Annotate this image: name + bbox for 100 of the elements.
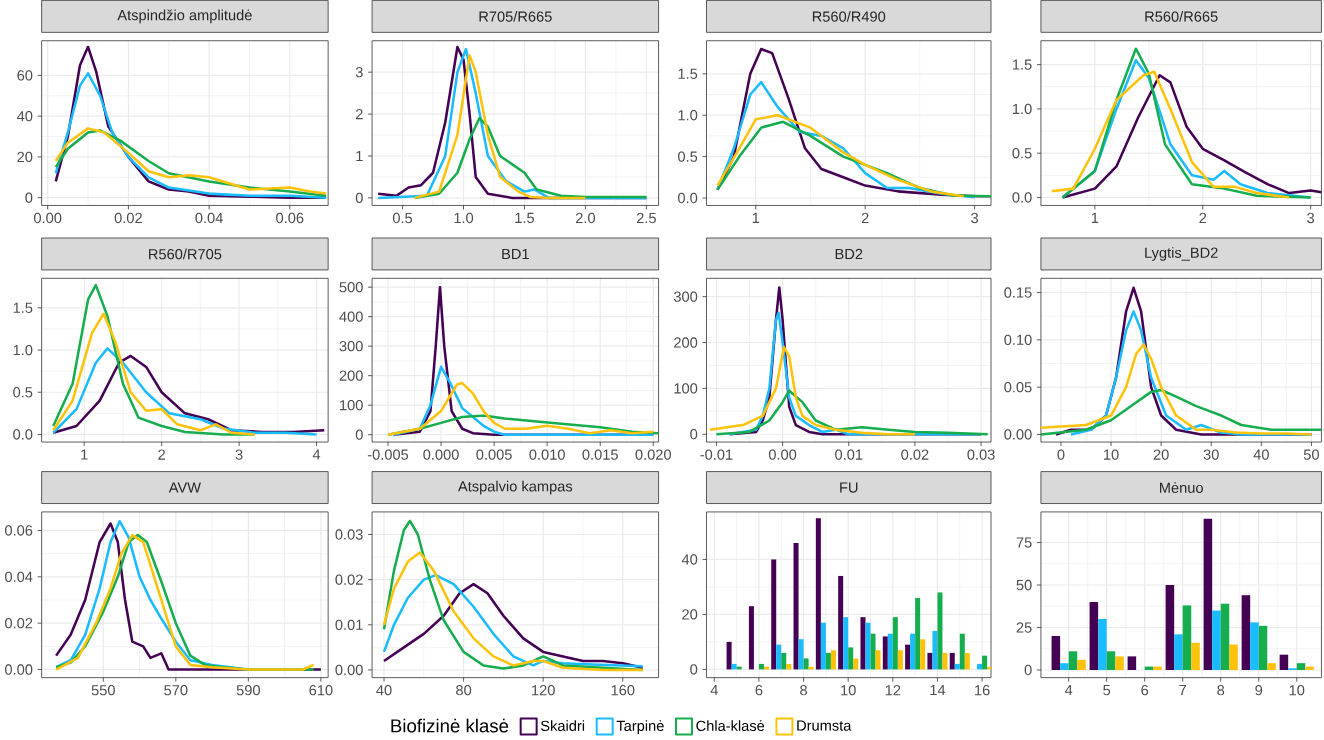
line-series xyxy=(413,54,587,200)
bar xyxy=(1051,636,1061,671)
bar xyxy=(1089,602,1099,671)
chart-title: AVW xyxy=(168,482,201,493)
y-tick-label: 1 xyxy=(356,151,363,162)
x-tick-label: 16 xyxy=(975,685,990,696)
legend-label: Skaidri xyxy=(540,720,585,732)
y-tick-label: 0.00 xyxy=(335,664,363,676)
chart-title: BD2 xyxy=(835,249,863,260)
x-tick-label: 10 xyxy=(1104,449,1119,460)
chart-title: BD1 xyxy=(502,249,529,260)
bar xyxy=(1258,625,1268,671)
x-tick-label: 12 xyxy=(885,685,901,696)
bar xyxy=(1296,663,1306,671)
y-tick-label: 40 xyxy=(16,111,33,122)
y-tick-label: 0 xyxy=(355,192,363,204)
x-tick-label: 550 xyxy=(91,685,115,696)
y-tick-label: 0.04 xyxy=(5,571,33,583)
bar xyxy=(838,576,844,670)
y-tick-label: 0.15 xyxy=(1004,287,1032,298)
line-series xyxy=(1050,70,1291,199)
line-series xyxy=(715,389,989,436)
x-tick-label: 0.06 xyxy=(276,213,304,224)
x-tick-label: 0.020 xyxy=(635,449,671,460)
y-tick-label: 20 xyxy=(17,151,33,163)
x-tick-label: 2 xyxy=(861,213,869,224)
chart-title: FU xyxy=(840,482,858,493)
x-tick-label: 1 xyxy=(81,449,88,460)
bar xyxy=(1305,666,1314,671)
y-tick-label: 2 xyxy=(355,109,363,120)
x-tick-label: 3 xyxy=(971,213,979,224)
legend-label: Drumsta xyxy=(797,720,852,731)
bar xyxy=(1212,610,1221,671)
bar xyxy=(892,617,898,670)
bar xyxy=(1174,634,1183,671)
chart-title: Mėnuo xyxy=(1160,482,1203,494)
x-tick-label: 1.0 xyxy=(454,213,474,224)
bar xyxy=(964,653,970,670)
x-tick-label: 50 xyxy=(1303,449,1319,460)
line-series xyxy=(1040,388,1322,436)
x-tick-label: 1.5 xyxy=(515,213,535,224)
y-tick-label: 0.00 xyxy=(1004,429,1032,440)
y-tick-label: 300 xyxy=(673,291,698,303)
x-tick-label: 120 xyxy=(532,685,555,696)
bar xyxy=(1127,656,1137,671)
bar xyxy=(1165,585,1175,671)
line-series xyxy=(54,72,328,200)
bar xyxy=(1068,651,1078,671)
x-tick-label: 0.02 xyxy=(114,213,142,224)
bar xyxy=(1098,619,1107,671)
y-tick-label: 40 xyxy=(681,554,698,565)
bar xyxy=(848,647,854,670)
y-tick-label: 0 xyxy=(690,664,698,675)
y-tick-label: 100 xyxy=(674,383,698,394)
bar xyxy=(860,617,866,670)
bar xyxy=(915,598,921,670)
y-tick-label: 0.0 xyxy=(678,193,698,204)
y-tick-label: 0 xyxy=(25,192,33,204)
bar xyxy=(1220,603,1230,671)
x-tick-label: 9 xyxy=(1255,685,1263,696)
bar xyxy=(897,650,903,670)
bar xyxy=(781,653,787,670)
bar xyxy=(776,644,782,670)
x-tick-label: 0.00 xyxy=(34,213,62,224)
x-tick-label: 0.01 xyxy=(835,449,863,460)
y-tick-label: 0.10 xyxy=(1004,334,1032,346)
y-tick-label: 0.0 xyxy=(1012,192,1032,203)
x-tick-label: 2.5 xyxy=(636,213,656,224)
x-tick-label: 0.5 xyxy=(392,213,413,224)
x-tick-label: 40 xyxy=(376,685,392,696)
y-tick-label: 400 xyxy=(339,311,363,323)
bar xyxy=(803,658,809,670)
bar xyxy=(942,653,948,670)
x-tick-label: 8 xyxy=(800,685,807,696)
x-tick-label: 0.03 xyxy=(967,449,995,460)
chart-title: R560/R665 xyxy=(1145,11,1218,22)
line-series xyxy=(386,381,655,437)
y-tick-label: 1.0 xyxy=(678,110,698,121)
bar xyxy=(1182,605,1192,671)
bar xyxy=(798,639,804,670)
chart-title: Lygtis_BD2 xyxy=(1145,247,1218,261)
y-tick-label: 60 xyxy=(17,70,33,81)
chart-title: R560/R705 xyxy=(149,248,222,260)
y-tick-label: 50 xyxy=(1016,580,1032,591)
x-tick-label: 0.015 xyxy=(582,449,618,460)
bar xyxy=(1153,666,1162,671)
bar xyxy=(882,636,888,670)
x-tick-label: 2 xyxy=(1199,213,1207,224)
bar xyxy=(793,543,799,670)
line-series xyxy=(708,346,917,436)
legend-title: Biofizinė klasė xyxy=(391,718,509,733)
x-tick-label: 6 xyxy=(755,685,763,696)
bar xyxy=(825,653,831,670)
bar xyxy=(1267,663,1276,671)
legend-label: Chla-klasė xyxy=(696,720,765,732)
y-tick-label: 0.01 xyxy=(335,619,363,631)
x-tick-label: 0.04 xyxy=(195,213,223,224)
chart-title: R705/R665 xyxy=(479,11,552,22)
x-tick-label: 1 xyxy=(1091,213,1099,224)
bar xyxy=(870,633,876,670)
